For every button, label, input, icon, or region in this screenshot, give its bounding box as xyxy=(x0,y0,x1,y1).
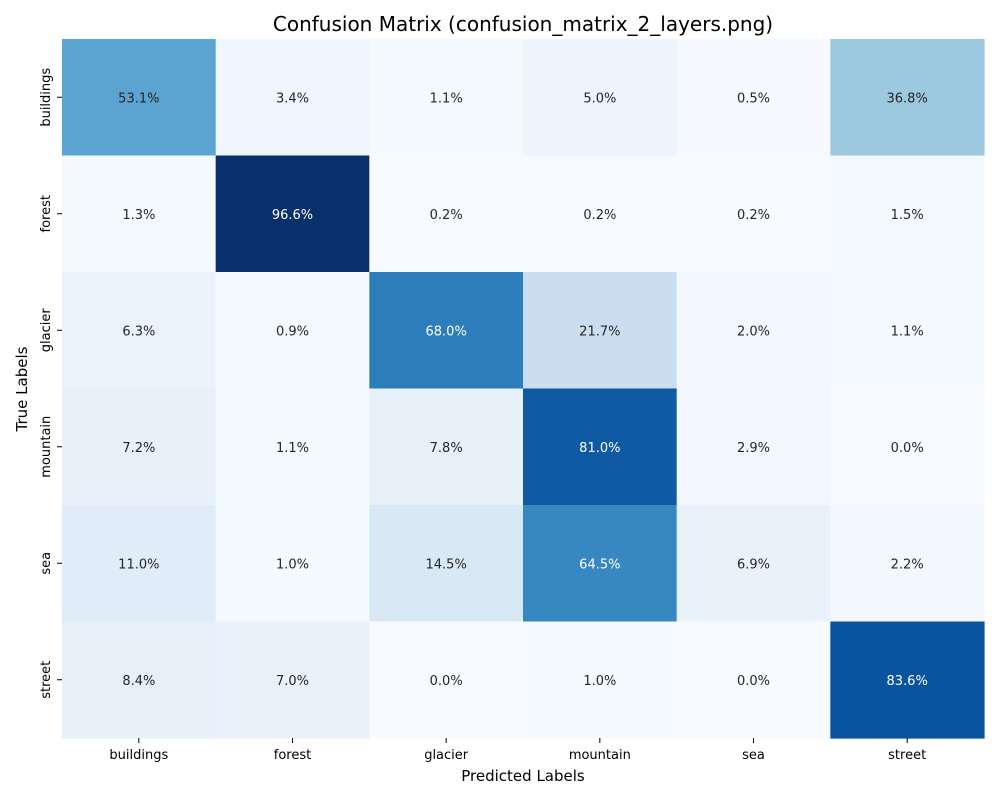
cell-label-glacier-mountain: 21.7% xyxy=(579,324,620,339)
y-axis-title: True Labels xyxy=(13,346,31,432)
x-tick-label-street: street xyxy=(888,748,926,763)
cell-label-mountain-forest: 1.1% xyxy=(276,441,309,456)
cell-buildings-forest xyxy=(215,39,370,157)
cell-label-street-buildings: 8.4% xyxy=(122,674,155,689)
chart-title: Confusion Matrix (confusion_matrix_2_lay… xyxy=(273,12,773,36)
cell-label-sea-sea: 6.9% xyxy=(737,557,770,572)
cell-street-mountain xyxy=(523,621,678,739)
cell-label-mountain-glacier: 7.8% xyxy=(430,441,463,456)
cell-label-sea-forest: 1.0% xyxy=(276,557,309,572)
cell-mountain-glacier xyxy=(369,388,524,506)
cell-forest-sea xyxy=(676,155,831,273)
cell-label-forest-forest: 96.6% xyxy=(272,208,313,223)
cell-label-sea-mountain: 64.5% xyxy=(579,557,620,572)
cell-forest-mountain xyxy=(523,155,678,273)
cell-glacier-sea xyxy=(676,272,831,390)
cell-buildings-buildings xyxy=(62,39,217,157)
cell-label-sea-street: 2.2% xyxy=(891,557,924,572)
cell-sea-street xyxy=(830,505,985,623)
cell-label-mountain-sea: 2.9% xyxy=(737,441,770,456)
cell-glacier-buildings xyxy=(62,272,217,390)
cell-sea-mountain xyxy=(523,505,678,623)
cell-sea-sea xyxy=(676,505,831,623)
cell-mountain-street xyxy=(830,388,985,506)
cell-label-mountain-street: 0.0% xyxy=(891,441,924,456)
cell-street-glacier xyxy=(369,621,524,739)
y-tick-label-street: street xyxy=(39,661,54,699)
y-axis-ticks: buildings forest glacier mountain sea street xyxy=(39,68,62,699)
y-tick-label-sea: sea xyxy=(39,552,54,575)
cell-label-street-sea: 0.0% xyxy=(737,674,770,689)
cell-label-forest-sea: 0.2% xyxy=(737,208,770,223)
x-tick-label-forest: forest xyxy=(274,748,311,763)
cell-label-mountain-buildings: 7.2% xyxy=(122,441,155,456)
y-tick-label-buildings: buildings xyxy=(39,68,54,127)
cell-glacier-street xyxy=(830,272,985,390)
cell-sea-glacier xyxy=(369,505,524,623)
cell-label-buildings-street: 36.8% xyxy=(887,91,928,106)
cell-label-glacier-street: 1.1% xyxy=(891,324,924,339)
cell-buildings-glacier xyxy=(369,39,524,157)
cell-forest-buildings xyxy=(62,155,217,273)
cell-label-mountain-mountain: 81.0% xyxy=(579,441,620,456)
x-axis-ticks: buildings forest glacier mountain sea street xyxy=(109,738,926,763)
cell-label-street-forest: 7.0% xyxy=(276,674,309,689)
cell-label-buildings-forest: 3.4% xyxy=(276,91,309,106)
cell-label-forest-buildings: 1.3% xyxy=(122,208,155,223)
cell-glacier-mountain xyxy=(523,272,678,390)
cell-label-forest-street: 1.5% xyxy=(891,208,924,223)
y-tick-label-glacier: glacier xyxy=(39,308,54,353)
heatmap-cells: 53.1% 3.4% 1.1% 5.0% 0.5% 36.8% 1.3% 96.6% 0.2% 0… xyxy=(62,39,985,739)
cell-label-buildings-sea: 0.5% xyxy=(737,91,770,106)
cell-street-sea xyxy=(676,621,831,739)
cell-label-buildings-mountain: 5.0% xyxy=(583,91,616,106)
cell-mountain-buildings xyxy=(62,388,217,506)
cell-label-street-mountain: 1.0% xyxy=(583,674,616,689)
cell-sea-buildings xyxy=(62,505,217,623)
cell-street-buildings xyxy=(62,621,217,739)
cell-street-forest xyxy=(215,621,370,739)
x-tick-label-buildings: buildings xyxy=(109,748,168,763)
cell-label-buildings-buildings: 53.1% xyxy=(118,91,159,106)
cell-label-glacier-glacier: 68.0% xyxy=(426,324,467,339)
y-tick-label-mountain: mountain xyxy=(39,416,54,478)
cell-label-glacier-buildings: 6.3% xyxy=(122,324,155,339)
cell-forest-forest xyxy=(215,155,370,273)
cell-sea-forest xyxy=(215,505,370,623)
cell-label-sea-glacier: 14.5% xyxy=(426,557,467,572)
cell-buildings-street xyxy=(830,39,985,157)
cell-label-glacier-forest: 0.9% xyxy=(276,324,309,339)
cell-label-forest-glacier: 0.2% xyxy=(430,208,463,223)
x-tick-label-sea: sea xyxy=(742,748,765,763)
cell-label-forest-mountain: 0.2% xyxy=(583,208,616,223)
x-tick-label-mountain: mountain xyxy=(569,748,631,763)
cell-mountain-forest xyxy=(215,388,370,506)
cell-glacier-forest xyxy=(215,272,370,390)
cell-label-street-glacier: 0.0% xyxy=(430,674,463,689)
cell-label-sea-buildings: 11.0% xyxy=(118,557,159,572)
cell-forest-street xyxy=(830,155,985,273)
cell-mountain-mountain xyxy=(523,388,678,506)
cell-buildings-mountain xyxy=(523,39,678,157)
cell-mountain-sea xyxy=(676,388,831,506)
cell-forest-glacier xyxy=(369,155,524,273)
cell-label-glacier-sea: 2.0% xyxy=(737,324,770,339)
cell-label-buildings-glacier: 1.1% xyxy=(430,91,463,106)
x-tick-label-glacier: glacier xyxy=(424,748,469,763)
cell-glacier-glacier xyxy=(369,272,524,390)
x-axis-title: Predicted Labels xyxy=(461,767,585,785)
cell-street-street xyxy=(830,621,985,739)
cell-label-street-street: 83.6% xyxy=(887,674,928,689)
y-tick-label-forest: forest xyxy=(39,195,54,232)
cell-buildings-sea xyxy=(676,39,831,157)
